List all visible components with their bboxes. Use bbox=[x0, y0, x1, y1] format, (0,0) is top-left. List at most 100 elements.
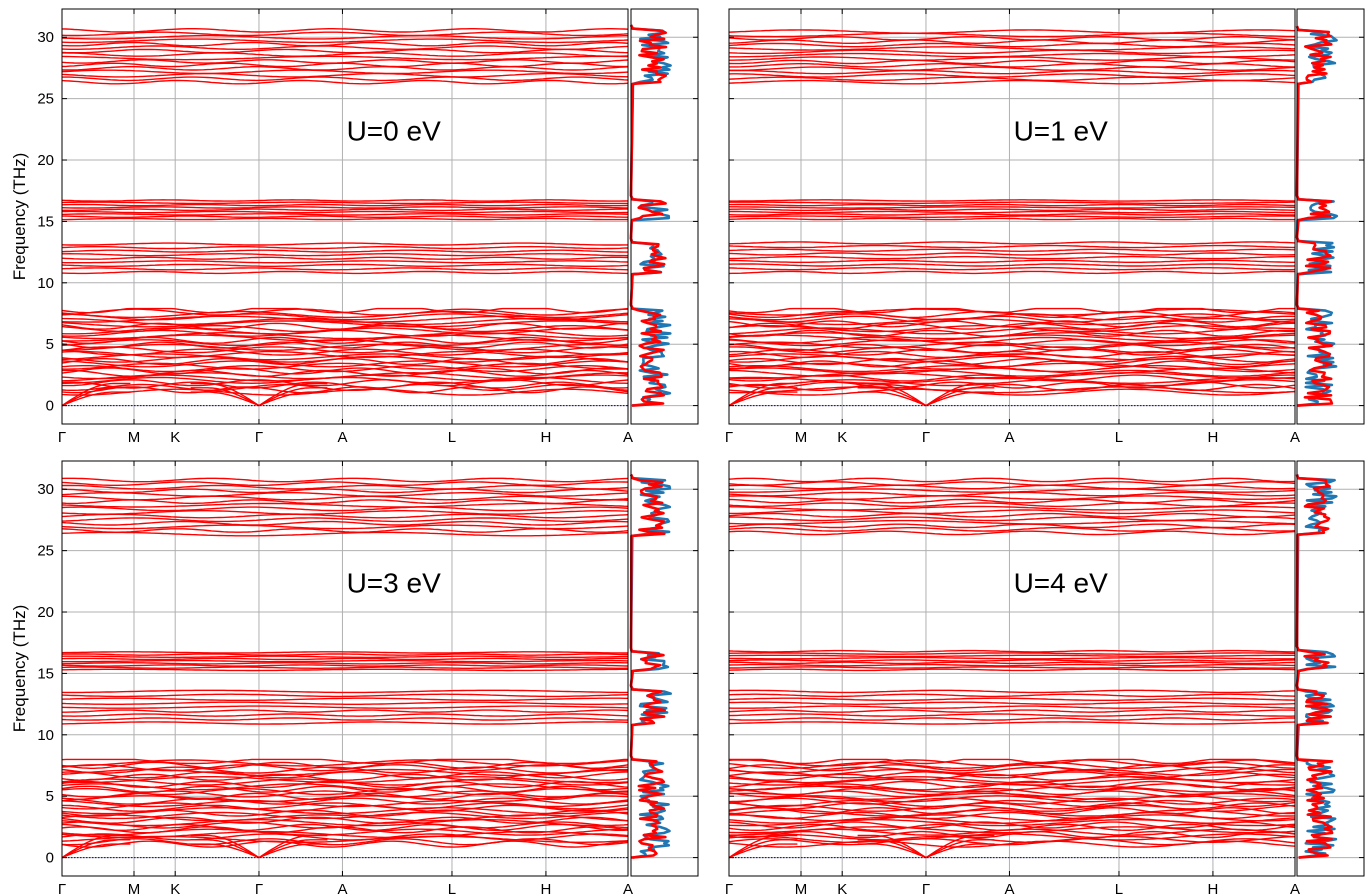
band-line bbox=[729, 215, 1295, 218]
band-line bbox=[729, 317, 1295, 326]
acoustic-branch bbox=[857, 834, 927, 859]
x-tick-label-1: M bbox=[795, 881, 808, 896]
band-line bbox=[62, 689, 628, 694]
band-panel-3: 0 5 10 15 20 25 30 Γ M K Γ A L H A U=3 eV Frequency (THz… bbox=[10, 460, 699, 896]
band-line bbox=[62, 260, 628, 264]
acoustic-branch bbox=[62, 839, 131, 859]
band-line bbox=[729, 79, 1295, 85]
band-line bbox=[62, 310, 628, 319]
band-line bbox=[62, 199, 628, 202]
band-line bbox=[62, 477, 628, 483]
band-line bbox=[62, 332, 628, 340]
band-line bbox=[62, 830, 628, 839]
band-line bbox=[729, 668, 1295, 672]
band-line bbox=[729, 52, 1295, 58]
band-line bbox=[729, 656, 1295, 660]
band-line bbox=[62, 203, 628, 207]
acoustic-branch bbox=[857, 391, 927, 407]
band-line bbox=[729, 66, 1295, 71]
x-tick-label-7: A bbox=[1290, 881, 1300, 896]
band-line bbox=[729, 36, 1295, 41]
x-tick-label-4: A bbox=[337, 881, 347, 896]
acoustic-branch bbox=[925, 839, 995, 859]
band-panel-2: Γ M K Γ A L H A U=1 eV bbox=[725, 8, 1365, 446]
band-line bbox=[62, 252, 628, 257]
acoustic-branch bbox=[729, 843, 798, 859]
band-line bbox=[729, 69, 1295, 75]
panel-title: U=3 eV bbox=[347, 567, 441, 598]
band-line bbox=[729, 217, 1295, 221]
band-line bbox=[62, 38, 628, 44]
acoustic-branch bbox=[925, 843, 995, 859]
band-line bbox=[729, 213, 1295, 216]
band-line bbox=[62, 270, 628, 275]
band-line bbox=[62, 653, 628, 656]
x-tick-label-4: A bbox=[1004, 429, 1014, 446]
y-tick-label: 5 bbox=[46, 336, 54, 353]
band-line bbox=[62, 693, 628, 698]
band-line bbox=[729, 263, 1295, 267]
band-line bbox=[62, 217, 628, 221]
band-line bbox=[729, 346, 1295, 354]
band-line bbox=[62, 45, 628, 50]
x-tick-label-3: Γ bbox=[922, 429, 930, 446]
acoustic-branch bbox=[925, 391, 995, 407]
band-axes-frame bbox=[728, 460, 1296, 877]
band-line bbox=[729, 383, 1295, 391]
band-line bbox=[62, 336, 628, 345]
band-lines bbox=[62, 28, 628, 407]
band-line bbox=[729, 29, 1295, 34]
band-line bbox=[729, 46, 1295, 51]
acoustic-branch bbox=[190, 387, 260, 407]
band-line bbox=[729, 49, 1295, 55]
band-line bbox=[729, 63, 1295, 68]
x-tick-label-6: H bbox=[1208, 881, 1219, 896]
band-line bbox=[729, 201, 1295, 205]
band-line bbox=[62, 666, 628, 669]
band-line bbox=[62, 506, 628, 512]
band-axes-frame bbox=[728, 8, 1296, 425]
band-line bbox=[729, 649, 1295, 653]
band-line bbox=[62, 242, 628, 246]
band-line bbox=[62, 799, 628, 808]
panel-title: U=4 eV bbox=[1014, 567, 1108, 598]
band-line bbox=[729, 210, 1295, 214]
band-line bbox=[62, 717, 628, 721]
band-lines bbox=[729, 29, 1295, 407]
panel-title: U=0 eV bbox=[347, 115, 441, 146]
x-tick-label-2: K bbox=[170, 881, 180, 896]
acoustic-branch bbox=[729, 382, 798, 407]
dos-total-curve bbox=[629, 473, 667, 859]
band-line bbox=[62, 513, 628, 519]
acoustic-branch bbox=[190, 382, 260, 407]
band-line bbox=[729, 59, 1295, 65]
band-line bbox=[62, 823, 628, 831]
dos-axes-frame bbox=[630, 8, 699, 425]
band-axes-frame bbox=[61, 460, 629, 877]
band-line bbox=[62, 381, 628, 389]
band-line bbox=[729, 512, 1295, 518]
dos-total-curve bbox=[1295, 474, 1334, 859]
band-line bbox=[62, 348, 628, 356]
band-line bbox=[62, 662, 628, 665]
y-tick-label: 15 bbox=[37, 213, 54, 230]
band-line bbox=[62, 379, 628, 387]
band-line bbox=[62, 267, 628, 271]
band-line bbox=[62, 41, 628, 47]
band-line bbox=[729, 830, 1295, 839]
acoustic-branch bbox=[925, 387, 995, 407]
band-line bbox=[62, 488, 628, 494]
band-line bbox=[62, 510, 628, 515]
band-line bbox=[729, 701, 1295, 705]
band-line bbox=[62, 201, 628, 205]
x-tick-label-3: Γ bbox=[922, 881, 930, 896]
band-line bbox=[729, 530, 1295, 536]
y-tick-label: 10 bbox=[37, 727, 54, 744]
band-line bbox=[62, 697, 628, 701]
band-line bbox=[62, 256, 628, 260]
band-line bbox=[62, 72, 628, 78]
band-line bbox=[729, 509, 1295, 515]
band-line bbox=[729, 365, 1295, 373]
band-line bbox=[729, 502, 1295, 508]
band-line bbox=[62, 705, 628, 709]
